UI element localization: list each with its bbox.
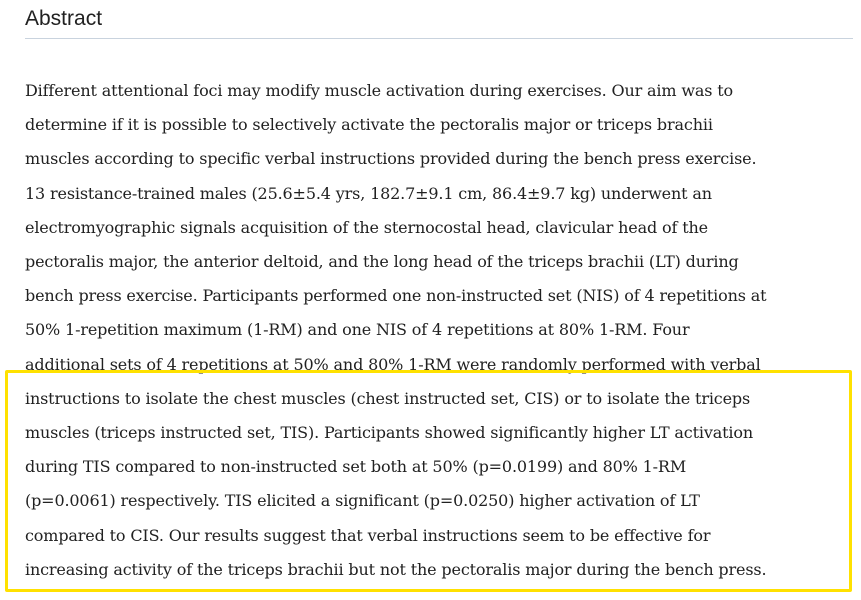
abstract-line: additional sets of 4 repetitions at 50% … — [25, 354, 761, 374]
abstract-line: (p=0.0061) respectively. TIS elicited a … — [25, 491, 700, 511]
abstract-line: Different attentional foci may modify mu… — [25, 81, 734, 100]
abstract-line: increasing activity of the triceps brach… — [25, 559, 767, 579]
abstract-line: muscles according to specific verbal ins… — [25, 149, 757, 169]
abstract-line: instructions to isolate the chest muscle… — [25, 388, 751, 408]
abstract-line: during TIS compared to non-instructed se… — [25, 457, 687, 477]
abstract-line: pectoralis major, the anterior deltoid, … — [25, 252, 739, 272]
abstract-line: compared to CIS. Our results suggest tha… — [25, 525, 711, 545]
section-heading: Abstract — [25, 7, 103, 30]
abstract-line: determine if it is possible to selective… — [25, 115, 713, 135]
abstract-line: muscles (triceps instructed set, TIS). P… — [25, 423, 754, 443]
abstract-line: 13 resistance-trained males (25.6±5.4 yr… — [25, 183, 712, 203]
highlight-box — [5, 370, 852, 592]
abstract-line: bench press exercise. Participants perfo… — [25, 286, 767, 306]
abstract-line: 50% 1-repetition maximum (1-RM) and one … — [25, 320, 690, 340]
abstract-text: Different attentional foci may modify mu… — [25, 74, 857, 587]
abstract-line: electromyographic signals acquisition of… — [25, 217, 708, 237]
heading-divider — [25, 38, 853, 39]
